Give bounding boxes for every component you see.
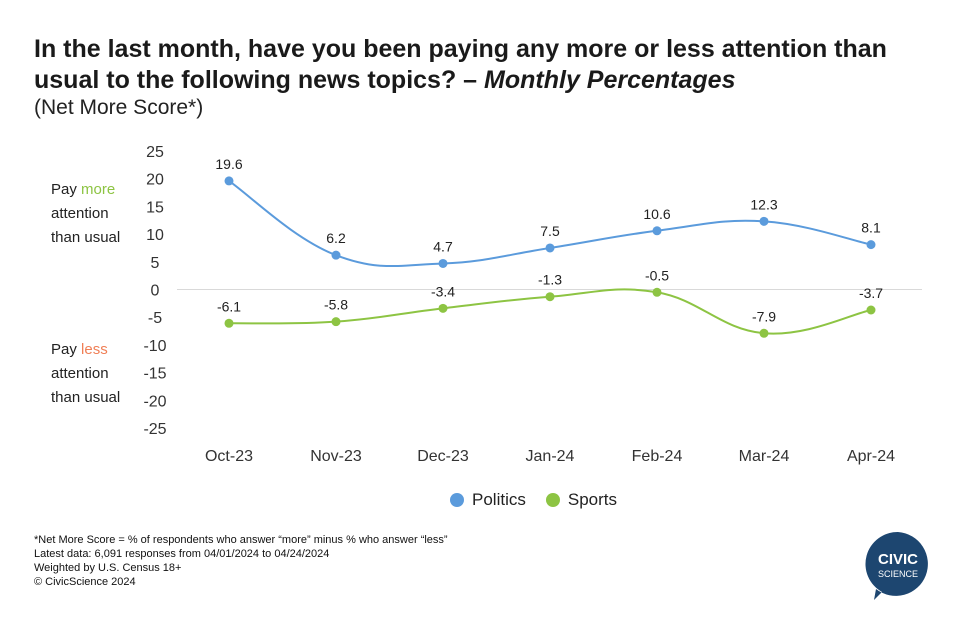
x-tick-label: Nov-23 — [310, 448, 362, 465]
logo-badge — [865, 531, 928, 600]
footnote-line: *Net More Score = % of respondents who a… — [34, 534, 448, 546]
data-point-politics — [545, 243, 555, 253]
logo-text-civic: CIVIC — [878, 551, 918, 568]
side-note-more: Pay more attention than usual — [51, 178, 120, 250]
data-label-sports: -0.5 — [645, 267, 669, 283]
data-point-politics — [224, 176, 234, 186]
x-tick-label: Oct-23 — [205, 448, 253, 465]
legend-swatch-sports — [545, 493, 560, 507]
x-tick-label: Jan-24 — [526, 448, 575, 465]
data-label-politics: 10.6 — [643, 206, 670, 222]
data-point-politics — [652, 226, 662, 236]
data-point-politics — [866, 240, 876, 250]
x-tick-label: Dec-23 — [417, 448, 469, 465]
data-label-politics: 6.2 — [326, 230, 346, 246]
data-point-sports — [545, 292, 555, 302]
title-main: In the last month, have you been paying … — [34, 35, 887, 94]
y-tick-label: 0 — [151, 283, 160, 300]
y-tick-label: 5 — [151, 255, 160, 272]
data-label-politics: 4.7 — [433, 238, 453, 254]
data-label-sports: -1.3 — [538, 272, 562, 288]
data-point-politics — [759, 216, 769, 226]
logo-text-science: SCIENCE — [878, 569, 918, 579]
side-note-less-line3: than usual — [51, 389, 121, 406]
y-tick-label: -25 — [143, 421, 166, 438]
y-tick-label: -5 — [148, 310, 162, 327]
data-point-sports — [438, 303, 448, 313]
data-point-sports — [759, 328, 769, 338]
legend-label-sports: Sports — [567, 490, 617, 509]
side-note-less: Pay less attention than usual — [51, 338, 120, 410]
side-note-more-line3: than usual — [51, 229, 121, 246]
y-tick-label: -10 — [143, 338, 166, 355]
side-note-more-word: more — [81, 181, 116, 198]
legend-item-politics: Politics — [450, 490, 526, 510]
y-tick-label: 10 — [146, 227, 164, 244]
data-point-politics — [438, 258, 448, 268]
side-note-more-prefix: Pay — [51, 181, 82, 198]
data-point-sports — [331, 317, 341, 327]
chart-title: In the last month, have you been paying … — [34, 34, 934, 96]
footnote-line: © CivicScience 2024 — [34, 576, 136, 588]
side-note-less-prefix: Pay — [51, 341, 82, 358]
data-point-sports — [224, 318, 234, 328]
data-label-politics: 7.5 — [540, 223, 560, 239]
side-note-less-word: less — [81, 341, 108, 358]
y-tick-label: -20 — [143, 393, 166, 410]
y-tick-label: -15 — [143, 366, 166, 383]
data-label-sports: -5.8 — [324, 297, 348, 313]
civicscience-logo: CIVIC SCIENCE — [865, 531, 928, 600]
chart-subtitle: (Net More Score*) — [34, 96, 204, 119]
footnote-line: Weighted by U.S. Census 18+ — [34, 562, 182, 574]
legend-item-sports: Sports — [545, 490, 617, 510]
footnotes: *Net More Score = % of respondents who a… — [34, 533, 448, 589]
legend-label-politics: Politics — [472, 490, 526, 509]
x-tick-label: Apr-24 — [847, 448, 895, 465]
data-label-politics: 12.3 — [750, 196, 777, 212]
data-label-sports: -7.9 — [752, 308, 776, 324]
data-point-politics — [331, 250, 341, 260]
footnote-line: Latest data: 6,091 responses from 04/01/… — [34, 548, 330, 560]
data-point-sports — [652, 287, 662, 297]
side-note-more-line2: attention — [51, 205, 109, 222]
data-point-sports — [866, 305, 876, 315]
x-tick-label: Mar-24 — [739, 448, 790, 465]
data-label-sports: -6.1 — [217, 298, 241, 314]
data-label-sports: -3.4 — [431, 283, 455, 299]
y-tick-label: 20 — [146, 172, 164, 189]
side-note-less-line2: attention — [51, 365, 109, 382]
data-label-sports: -3.7 — [859, 285, 883, 301]
data-label-politics: 19.6 — [215, 156, 242, 172]
title-emphasis: Monthly Percentages — [484, 66, 736, 94]
y-tick-label: 15 — [146, 199, 164, 216]
data-label-politics: 8.1 — [861, 220, 881, 236]
y-tick-label: 25 — [146, 144, 164, 161]
chart-legend: Politics Sports — [450, 490, 629, 510]
legend-swatch-politics — [450, 493, 464, 507]
x-tick-label: Feb-24 — [632, 448, 683, 465]
